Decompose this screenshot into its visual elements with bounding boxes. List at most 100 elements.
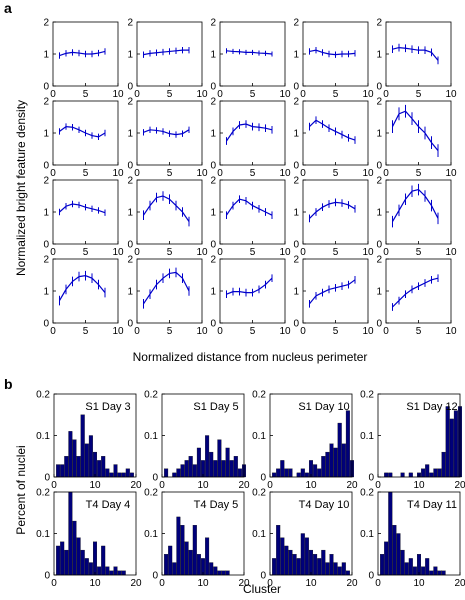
subplot-a-19: 0 1 2 0 5 10 — [293, 255, 374, 338]
y-tick-label: 2 — [293, 18, 299, 29]
bar — [213, 460, 218, 478]
x-tick-label: 5 — [83, 168, 89, 179]
bar — [313, 464, 318, 478]
bar — [321, 456, 326, 478]
x-tick-label: 0 — [300, 168, 306, 179]
y-tick-label: 2 — [210, 255, 216, 266]
panel-b-ylabel: Percent of nuclei — [14, 445, 28, 534]
x-tick-label: 5 — [167, 326, 173, 337]
y-tick-label: 0.1 — [252, 529, 266, 540]
y-tick-label: 0 — [210, 319, 216, 330]
bar — [300, 468, 305, 478]
y-tick-label: 2 — [293, 97, 299, 108]
subplot-title: T4 Day 11 — [407, 499, 457, 511]
subplot-title: T4 Day 5 — [194, 499, 239, 511]
y-tick-label: 0.2 — [360, 488, 374, 499]
bar — [288, 468, 293, 478]
y-tick-label: 0 — [43, 319, 49, 330]
x-tick-label: 20 — [130, 578, 142, 589]
bar — [337, 566, 342, 576]
y-tick-label: 0 — [376, 82, 382, 93]
series-line — [309, 279, 356, 305]
y-tick-label: 0 — [43, 82, 49, 93]
x-tick-label: 0 — [50, 326, 56, 337]
x-tick-label: 10 — [112, 89, 124, 100]
bar — [284, 545, 289, 576]
y-tick-label: 2 — [43, 255, 49, 266]
x-tick-label: 5 — [167, 168, 173, 179]
bar — [325, 451, 330, 478]
bar — [449, 418, 454, 478]
axes-frame — [136, 179, 203, 245]
y-tick-label: 1 — [210, 208, 216, 219]
bar — [433, 566, 438, 576]
x-tick-label: 10 — [279, 326, 291, 337]
bar — [421, 566, 426, 576]
x-tick-label: 0 — [50, 247, 56, 258]
bar — [84, 558, 89, 576]
x-tick-label: 0 — [383, 326, 389, 337]
y-tick-label: 0 — [376, 240, 382, 251]
bar — [64, 549, 69, 576]
bar — [304, 537, 309, 576]
bar — [68, 431, 73, 478]
y-tick-label: 1 — [127, 50, 133, 61]
bar — [396, 533, 401, 576]
y-tick-label: 1 — [127, 287, 133, 298]
series-line — [143, 195, 190, 222]
axes-frame — [52, 179, 119, 245]
x-tick-label: 0 — [217, 247, 223, 258]
y-tick-label: 0 — [43, 240, 49, 251]
bar — [272, 558, 277, 576]
y-tick-label: 1 — [293, 287, 299, 298]
subplot-a-18: 0 1 2 0 5 10 — [210, 255, 291, 338]
x-tick-label: 5 — [83, 247, 89, 258]
bar — [284, 468, 289, 478]
bar — [176, 516, 181, 576]
x-tick-label: 0 — [375, 480, 381, 491]
subplot-a-1: 0 1 2 0 5 10 — [43, 18, 124, 101]
x-tick-label: 0 — [217, 168, 223, 179]
bar — [388, 472, 393, 478]
bar — [345, 410, 350, 478]
bar — [233, 456, 238, 478]
x-tick-label: 0 — [159, 578, 165, 589]
bar — [441, 570, 446, 576]
bar — [225, 570, 230, 576]
bar — [56, 545, 61, 576]
bar — [192, 464, 197, 478]
y-tick-label: 0.2 — [252, 390, 266, 401]
panel-b-xlabel: Cluster — [243, 582, 281, 596]
x-tick-label: 10 — [197, 578, 209, 589]
series-line — [59, 203, 106, 214]
bar — [72, 439, 77, 478]
bar — [109, 472, 114, 478]
y-tick-label: 0.2 — [252, 488, 266, 499]
bar — [164, 554, 169, 576]
subplot-title: T4 Day 10 — [299, 499, 350, 511]
subplot-a-17: 0 1 2 0 5 10 — [127, 255, 208, 338]
x-tick-label: 10 — [362, 247, 374, 258]
bar — [117, 570, 122, 576]
x-tick-label: 20 — [238, 480, 250, 491]
x-tick-label: 0 — [159, 480, 165, 491]
y-tick-label: 2 — [376, 18, 382, 29]
bar — [76, 456, 81, 478]
series-line — [226, 277, 273, 295]
x-tick-label: 10 — [196, 326, 208, 337]
bar — [333, 562, 338, 576]
bar — [205, 435, 210, 478]
x-tick-label: 10 — [89, 480, 101, 491]
subplot-title: T4 Day 4 — [86, 499, 131, 511]
bar — [337, 422, 342, 478]
series-line — [143, 49, 189, 56]
series-line — [309, 201, 356, 219]
subplot-a-3: 0 1 2 0 5 10 — [210, 18, 291, 101]
x-tick-label: 10 — [279, 247, 291, 258]
bar — [121, 570, 126, 576]
bar — [221, 460, 226, 478]
x-tick-label: 10 — [305, 578, 317, 589]
subplot-a-5: 0 1 2 0 5 10 — [376, 18, 457, 101]
y-tick-label: 0.1 — [36, 431, 50, 442]
x-tick-label: 0 — [267, 480, 273, 491]
